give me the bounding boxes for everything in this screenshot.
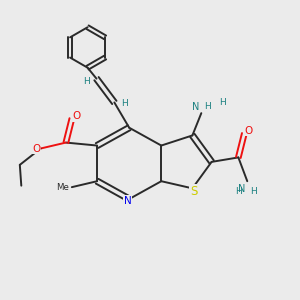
Text: H: H xyxy=(250,187,256,196)
Text: N: N xyxy=(192,102,200,112)
Text: O: O xyxy=(244,126,253,136)
Text: Me: Me xyxy=(57,183,70,192)
Text: O: O xyxy=(32,143,40,154)
Text: N: N xyxy=(238,184,246,194)
Text: H: H xyxy=(121,99,128,108)
Text: S: S xyxy=(190,185,198,198)
Text: H: H xyxy=(235,187,242,196)
Text: H: H xyxy=(83,76,90,85)
Text: O: O xyxy=(72,111,80,122)
Text: N: N xyxy=(124,196,132,206)
Text: H: H xyxy=(219,98,226,107)
Text: H: H xyxy=(204,102,210,111)
